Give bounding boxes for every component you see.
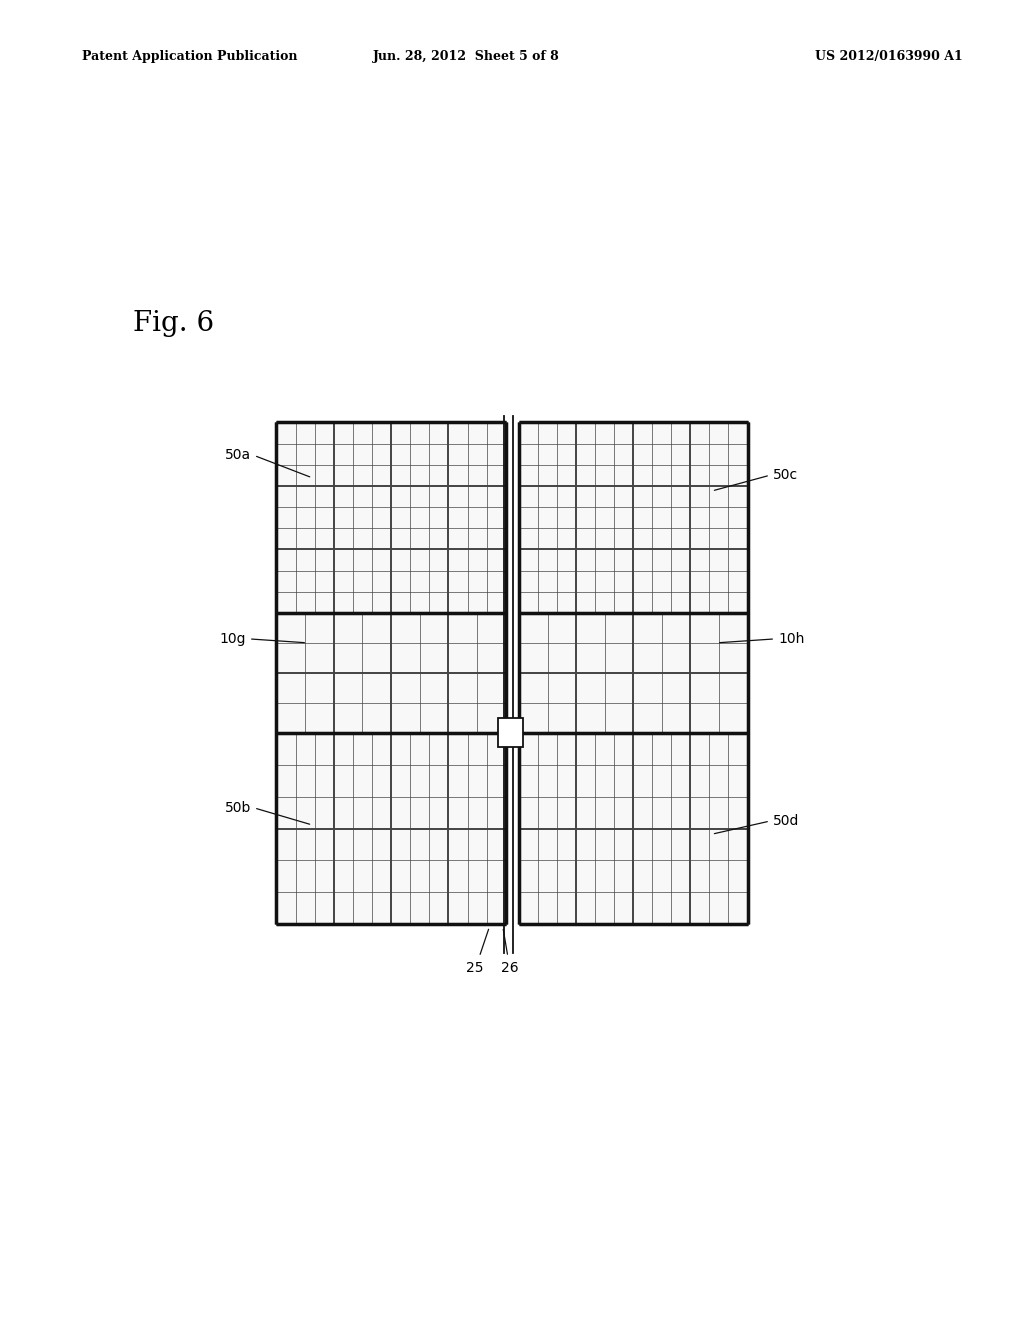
Bar (276, 734, 506, 924)
Text: US 2012/0163990 A1: US 2012/0163990 A1 (815, 50, 963, 63)
Bar (276, 612, 506, 734)
Bar (519, 612, 748, 734)
Bar (498, 718, 522, 747)
Text: Patent Application Publication: Patent Application Publication (82, 50, 297, 63)
Text: 10h: 10h (778, 632, 805, 645)
Text: 26: 26 (501, 961, 519, 975)
Text: 10g: 10g (219, 632, 246, 645)
Text: 50b: 50b (224, 801, 251, 814)
Text: Fig. 6: Fig. 6 (133, 310, 214, 337)
Text: 50d: 50d (773, 814, 800, 828)
Text: 50a: 50a (224, 449, 251, 462)
Bar (519, 422, 748, 612)
Bar (519, 734, 748, 924)
Bar (276, 422, 506, 612)
Text: 25: 25 (466, 961, 484, 975)
Text: 50c: 50c (773, 469, 799, 482)
Text: Jun. 28, 2012  Sheet 5 of 8: Jun. 28, 2012 Sheet 5 of 8 (373, 50, 559, 63)
